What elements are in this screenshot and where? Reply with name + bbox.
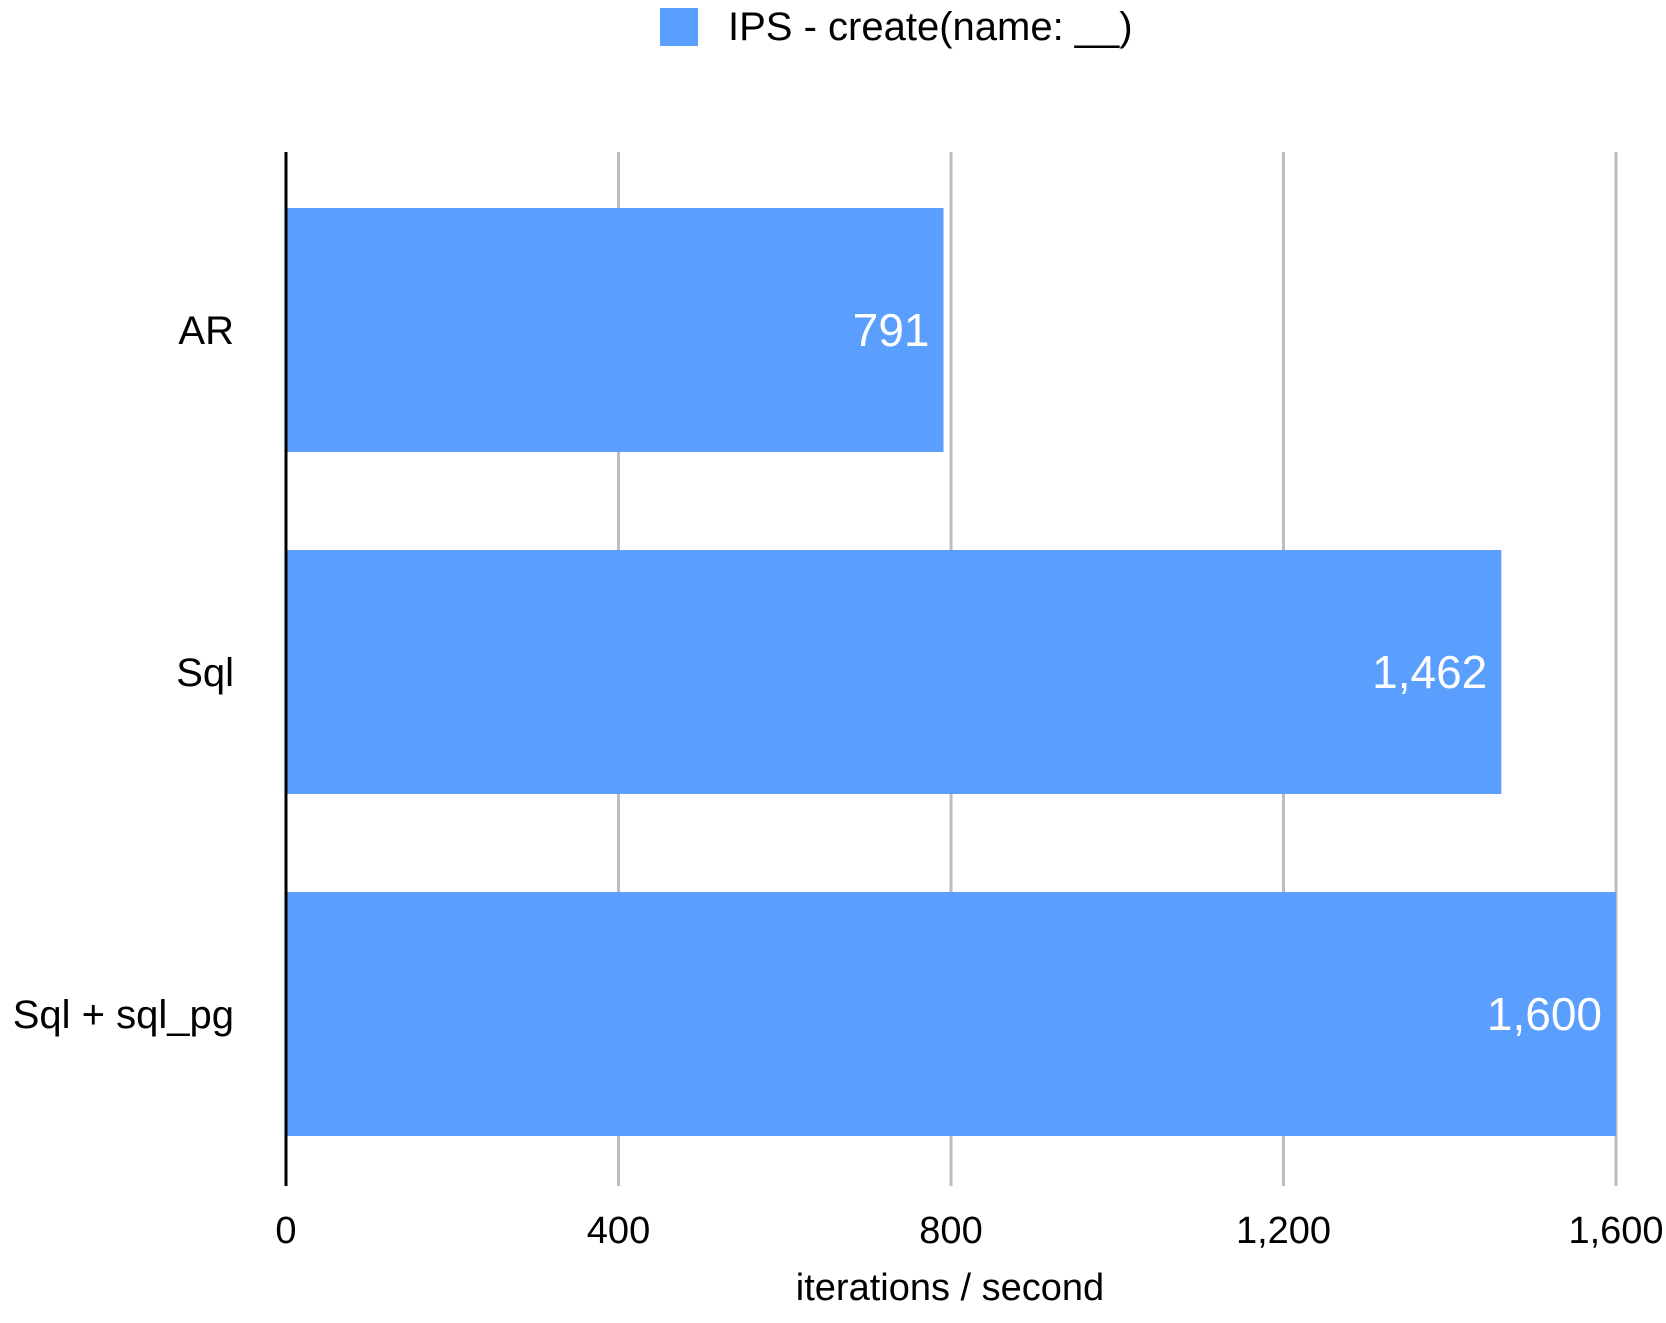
x-tick-labels: 0 400 800 1,200 1,600 <box>275 1210 1663 1252</box>
legend: IPS - create(name: __) <box>660 5 1133 49</box>
data-label-ar: 791 <box>853 304 930 356</box>
data-label-sql: 1,462 <box>1372 646 1487 698</box>
legend-label: IPS - create(name: __) <box>728 5 1133 49</box>
x-tick-label-1600: 1,600 <box>1568 1210 1663 1252</box>
bar-sql <box>286 550 1502 794</box>
category-label-sql: Sql <box>176 651 234 695</box>
category-labels: AR Sql Sql + sql_pg <box>13 309 234 1037</box>
x-tick-label-1200: 1,200 <box>1236 1210 1331 1252</box>
data-labels: 791 1,462 1,600 <box>853 304 1602 1040</box>
legend-swatch <box>660 8 698 46</box>
data-label-sql-sql-pg: 1,600 <box>1487 988 1602 1040</box>
bars <box>286 208 1616 1136</box>
x-axis-title: iterations / second <box>796 1267 1104 1309</box>
x-tick-label-0: 0 <box>275 1210 296 1252</box>
category-label-sql-sql-pg: Sql + sql_pg <box>13 993 234 1037</box>
bar-sql-sql-pg <box>286 892 1616 1136</box>
category-label-ar: AR <box>178 309 234 353</box>
x-tick-label-800: 800 <box>919 1210 982 1252</box>
bar-ar <box>286 208 944 452</box>
x-tick-label-400: 400 <box>587 1210 650 1252</box>
